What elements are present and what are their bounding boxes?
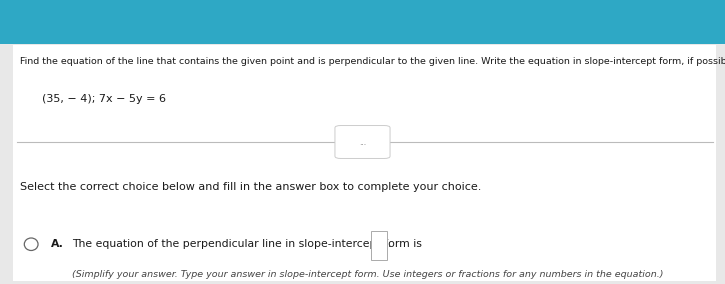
FancyBboxPatch shape — [13, 45, 716, 281]
FancyBboxPatch shape — [335, 126, 390, 158]
Text: (35, − 4); 7x − 5y = 6: (35, − 4); 7x − 5y = 6 — [42, 94, 166, 104]
Text: Select the correct choice below and fill in the answer box to complete your choi: Select the correct choice below and fill… — [20, 182, 481, 192]
FancyBboxPatch shape — [371, 231, 387, 260]
Text: .: . — [388, 239, 392, 249]
Text: Find the equation of the line that contains the given point and is perpendicular: Find the equation of the line that conta… — [20, 57, 725, 66]
Text: The equation of the perpendicular line in slope-intercept form is: The equation of the perpendicular line i… — [72, 239, 422, 249]
Text: ...: ... — [359, 137, 366, 147]
FancyBboxPatch shape — [0, 0, 725, 44]
Text: A.: A. — [51, 239, 64, 249]
Text: (Simplify your answer. Type your answer in slope-intercept form. Use integers or: (Simplify your answer. Type your answer … — [72, 270, 663, 279]
